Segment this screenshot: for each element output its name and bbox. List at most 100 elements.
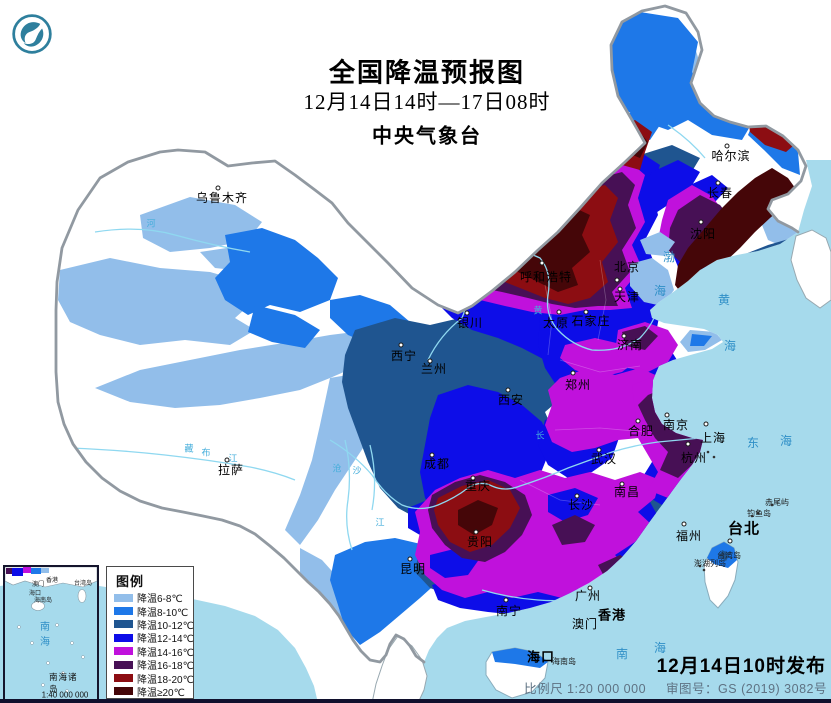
taiwan-island [703,541,739,609]
lancang-river [344,439,353,551]
city-dot [621,333,627,339]
city-dot [470,475,476,481]
yangtze-river [329,437,701,510]
rivers [69,124,706,602]
city-label: 上海 [699,431,727,445]
city-label: 澳门 [571,617,599,631]
river-name-char: 黄 [533,305,543,316]
city-dot [429,452,435,458]
agency-name: 中央气象台 [372,125,482,148]
city-label: 长春 [706,186,734,200]
legend-row: 降温14-16℃ [107,645,194,659]
city-label: 银川 [456,316,484,330]
city-dot [505,387,511,393]
inset-scale: 1:40 000 000 [41,690,89,700]
city-dot [727,538,733,544]
legend-label: 降温≥20℃ [137,687,185,699]
islands [485,450,774,699]
region-6-8-bohai-pockets [630,232,675,306]
city-dot [539,260,545,266]
city-dot [596,447,602,453]
city-dot [583,309,589,315]
hainan-island [485,647,549,699]
korea-landmass [790,229,831,309]
city-label: 西安 [497,393,525,407]
legend-swatch [114,620,133,629]
inset-cooling-strip [6,567,49,576]
sea-name-char: 黄 [717,293,731,307]
island-label: 钓鱼岛 [747,509,771,518]
city-label: 杭州 [680,451,708,465]
city-dot [215,185,221,191]
city-dot [427,358,433,364]
inset-place-label: 海口 [28,591,42,597]
city-label: 香港 [597,607,627,623]
legend-label: 降温12-14℃ [137,634,194,646]
map-credits: 比例尺 1:20 000 000 审图号：GS (2019) 3082号 [524,678,827,697]
city-dot [724,143,730,149]
city-dot [698,219,704,225]
city-dot [614,277,620,283]
publish-time: 12月14日10时发布 [656,656,826,677]
legend-label: 降温16-18℃ [137,661,194,673]
city-label: 哈尔滨 [711,149,751,163]
island-label: 赤尾屿 [765,498,789,507]
inset-hainan [31,601,45,611]
legend-row: 降温16-18℃ [107,658,194,673]
legend-row: 降温8-10℃ [107,604,193,619]
legend-swatch [114,593,133,602]
city-label: 福州 [675,529,703,543]
bottom-border [0,699,831,703]
city-dot [685,441,691,447]
tarim-river [94,228,251,253]
legend-row: 降温≥20℃ [107,685,193,699]
yarlung-river [69,447,296,481]
legend-label: 降温10-12℃ [137,620,194,632]
legend-swatch [114,674,133,683]
sea-name-char: 海 [779,434,793,448]
forecast-period: 12月14日14时—17日08时 [303,90,551,114]
city-label: 合肥 [627,424,655,438]
city-label: 海口 [526,649,556,665]
city-label: 重庆 [464,479,492,493]
city-label: 成都 [423,457,451,471]
legend-swatch [114,660,133,669]
legend-label: 降温18-20℃ [137,674,194,686]
city-dot [587,585,593,591]
city-label: 西宁 [390,349,418,363]
south-china-sea-inset: 澳门 香港 台湾岛 海口 海南岛 南海 南海诸岛 1:40 000 000 [3,565,99,703]
city-label: 南昌 [613,485,641,499]
city-dot [635,418,641,424]
inset-taiwan [77,589,87,603]
inset-name: 南海诸岛 [49,672,78,694]
page-title: 全国降温预报图 [328,57,526,88]
inset-place-label: 香港 [45,578,59,584]
city-label: 北京 [613,260,641,274]
legend-row: 降温12-14℃ [107,631,194,646]
city-dot [617,286,623,292]
city-label: 济南 [616,338,644,352]
jinsha-river [369,444,376,511]
sea-name-char: 海 [653,284,667,298]
legend-row: 降温18-20℃ [107,671,194,686]
legend-row: 降温10-12℃ [107,618,194,632]
city-label: 太原 [542,316,570,330]
city-dot [464,310,470,316]
city-label: 台北 [727,520,761,538]
inset-map [5,567,97,703]
city-dot [619,481,625,487]
city-label: 兰州 [420,362,448,376]
city-dot [703,421,709,427]
legend-items: 降温6-8℃ 降温8-10℃ 降温10-12℃ 降温12-14℃ 降温14-16℃ 降温1… [107,591,194,699]
legend-label: 降温8-10℃ [137,607,189,619]
city-dot [574,493,580,499]
city-dot [398,342,404,348]
city-dot [664,412,670,418]
legend-label: 降温6-8℃ [137,594,183,606]
river-name-char: 河 [146,218,156,229]
approval-number: 审图号：GS (2019) 3082号 [666,682,827,696]
city-label: 天津 [613,290,641,304]
sea-name-char: 海 [723,339,737,353]
